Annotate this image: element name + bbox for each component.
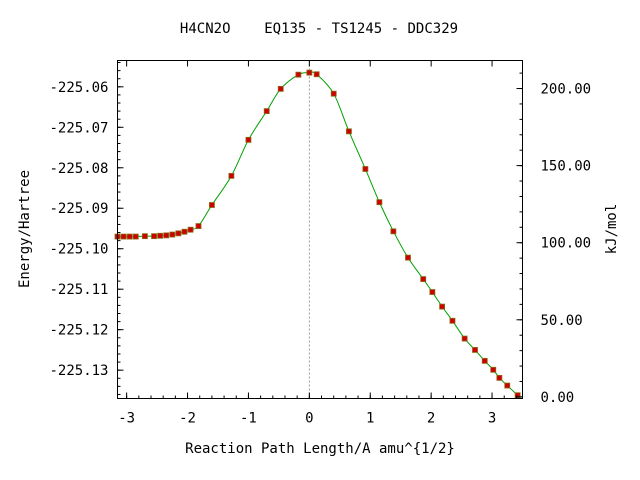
data-point xyxy=(330,90,337,97)
y2-tick-label: 150.00 xyxy=(541,159,592,175)
x-tick-label: 3 xyxy=(488,411,496,427)
y2-axis-label: kJ/mol xyxy=(604,204,620,255)
y-tick-label: -225.07 xyxy=(49,120,108,136)
data-point xyxy=(169,231,176,238)
data-point xyxy=(346,128,352,135)
y-tick-label: -225.13 xyxy=(49,363,108,379)
y-tick-label: -225.08 xyxy=(49,161,108,177)
y-tick-label: -225.06 xyxy=(49,80,108,96)
data-point xyxy=(405,254,411,261)
data-point xyxy=(376,199,383,206)
data-point xyxy=(449,317,456,324)
data-point xyxy=(429,289,436,295)
data-point xyxy=(514,392,521,399)
data-point xyxy=(245,136,252,143)
x-axis-label: Reaction Path Length/A amu^{1/2} xyxy=(185,441,455,457)
data-point xyxy=(163,232,170,239)
data-point xyxy=(472,347,478,353)
x-tick-label: 0 xyxy=(305,411,313,427)
x-tick-label: -3 xyxy=(118,411,135,427)
data-points xyxy=(114,69,521,399)
x-tick-label: -1 xyxy=(240,411,257,427)
data-point xyxy=(195,223,202,229)
data-point xyxy=(461,335,468,342)
y2-tick-label: 100.00 xyxy=(541,236,592,252)
y-tick-label: -225.09 xyxy=(49,201,108,217)
data-point xyxy=(175,230,182,237)
data-point xyxy=(187,226,194,233)
chart-title: H4CN2O EQ135 - TS1245 - DDC329 xyxy=(180,21,458,37)
data-point xyxy=(490,366,497,373)
data-point xyxy=(481,357,488,364)
data-point xyxy=(151,233,157,240)
data-point xyxy=(362,166,369,172)
y-tick-label: -225.10 xyxy=(49,242,108,258)
x-tick-label: 2 xyxy=(427,411,435,427)
data-point xyxy=(439,303,446,310)
data-point xyxy=(390,228,397,235)
axis-ticks: -3 -2 -1 0 1 2 3 -225.06 -225.07 -225.08 -225.09 -2… xyxy=(49,60,592,427)
data-point xyxy=(157,232,164,239)
data-point xyxy=(313,71,320,78)
data-point xyxy=(295,71,302,78)
data-point xyxy=(132,233,139,240)
data-point xyxy=(181,228,188,235)
data-point xyxy=(420,276,427,282)
x-tick-label: -2 xyxy=(179,411,196,427)
data-point xyxy=(263,108,270,114)
data-point xyxy=(306,69,313,76)
plot-area-frame xyxy=(117,60,523,399)
y2-tick-label: 200.00 xyxy=(541,82,592,98)
y-axis-label: Energy/Hartree xyxy=(17,170,33,288)
data-point xyxy=(277,85,284,92)
y-tick-label: -225.11 xyxy=(49,282,108,298)
data-point xyxy=(120,233,127,240)
data-point xyxy=(142,233,148,240)
data-point xyxy=(504,382,511,389)
y-tick-label: -225.12 xyxy=(49,323,108,339)
data-point xyxy=(496,374,503,381)
data-point xyxy=(228,172,235,179)
y2-tick-label: 50.00 xyxy=(541,313,583,329)
data-point xyxy=(208,202,215,208)
x-tick-label: 1 xyxy=(366,411,374,427)
y2-tick-label: 0.00 xyxy=(541,390,575,406)
data-point xyxy=(126,233,133,240)
